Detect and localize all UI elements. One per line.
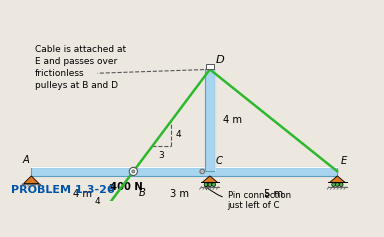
Polygon shape bbox=[202, 176, 217, 182]
Text: Pin connection
just left of C: Pin connection just left of C bbox=[205, 186, 291, 210]
Text: 4: 4 bbox=[176, 130, 182, 139]
Circle shape bbox=[204, 183, 208, 187]
Text: 3: 3 bbox=[159, 150, 164, 160]
Text: Cable is attached at
E and passes over
frictionless
pulleys at B and D: Cable is attached at E and passes over f… bbox=[35, 45, 126, 90]
Polygon shape bbox=[31, 167, 338, 176]
Text: 400 N: 400 N bbox=[110, 182, 143, 192]
Polygon shape bbox=[330, 176, 345, 182]
Text: D: D bbox=[215, 55, 224, 65]
Text: B: B bbox=[139, 188, 146, 198]
Text: 4 m: 4 m bbox=[73, 189, 92, 199]
Circle shape bbox=[339, 183, 343, 187]
Circle shape bbox=[200, 169, 205, 174]
Text: E: E bbox=[341, 156, 347, 166]
Circle shape bbox=[208, 183, 212, 187]
Text: 4 m: 4 m bbox=[223, 115, 242, 125]
Text: 5 m: 5 m bbox=[264, 189, 283, 199]
Text: C: C bbox=[215, 156, 222, 166]
Text: A: A bbox=[22, 155, 29, 165]
Circle shape bbox=[336, 183, 339, 187]
Circle shape bbox=[212, 183, 215, 187]
Text: PROBLEM 1.3-26: PROBLEM 1.3-26 bbox=[11, 185, 115, 195]
Circle shape bbox=[132, 170, 135, 173]
Circle shape bbox=[129, 167, 137, 176]
Polygon shape bbox=[24, 176, 39, 183]
Text: 4: 4 bbox=[94, 197, 100, 206]
Text: 3: 3 bbox=[108, 184, 114, 193]
Text: 3 m: 3 m bbox=[170, 189, 189, 199]
Circle shape bbox=[332, 183, 335, 187]
Polygon shape bbox=[205, 69, 215, 171]
Polygon shape bbox=[205, 64, 214, 69]
